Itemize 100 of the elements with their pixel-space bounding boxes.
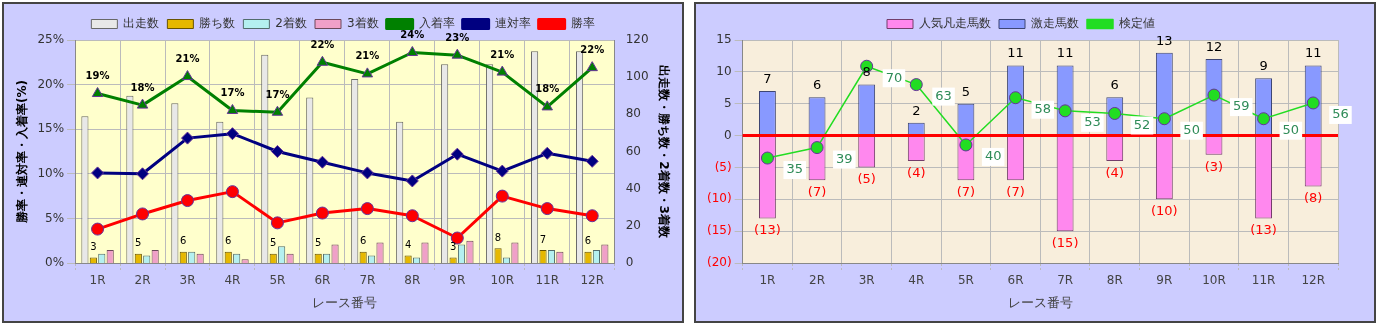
x-tick-label: 2R (809, 273, 826, 288)
y2-tick-label: 100 (625, 69, 649, 84)
x-tick-label: 9R (449, 273, 466, 288)
point (1306, 96, 1320, 110)
data-label: 7 (539, 233, 547, 245)
point (361, 67, 374, 78)
data-label: 11 (1056, 45, 1074, 61)
data-label: 6 (1110, 77, 1119, 93)
point (180, 131, 194, 145)
x-axis-title: レース番号 (1007, 294, 1073, 310)
point (91, 222, 105, 236)
x-tick-label: 5R (957, 273, 974, 288)
x-tick-label: 11R (535, 273, 560, 288)
y-tick-label: 10% (37, 165, 65, 180)
y2-tick-label: 60 (625, 143, 641, 158)
point (585, 154, 599, 168)
x-tick-label: 10R (1202, 273, 1226, 288)
data-label: 22% (310, 38, 335, 50)
data-label: 13 (1156, 32, 1173, 48)
x-tick-label: 6R (314, 273, 331, 288)
data-label: (4) (1105, 164, 1124, 180)
point (540, 202, 554, 216)
legend-label: 出走数 (123, 16, 160, 31)
data-label: 18% (535, 83, 560, 95)
data-label: (8) (1303, 190, 1323, 206)
legend-label: 人気凡走馬数 (919, 16, 991, 31)
legend-label: 入着率 (418, 16, 455, 31)
x-tick-label: 5R (269, 273, 286, 288)
data-label: (5) (857, 171, 876, 187)
y-axis-title: 勝率・連対率・入着率(%) (15, 80, 30, 224)
data-label: 35 (786, 161, 803, 177)
data-label: (4) (907, 164, 926, 180)
point (541, 100, 553, 111)
point (270, 145, 284, 158)
point (810, 141, 824, 155)
x-tick-label: 8R (1106, 273, 1123, 288)
data-label: 7 (763, 70, 772, 86)
data-label: 17% (265, 88, 290, 100)
data-label: 24% (400, 29, 425, 41)
legend-label: 連対率 (494, 16, 531, 31)
x-tick-label: 9R (1156, 273, 1173, 288)
point (586, 61, 598, 72)
point (360, 166, 374, 180)
data-label: 21% (355, 50, 380, 62)
data-label: (10) (1151, 203, 1178, 219)
y2-tick-label: 40 (625, 180, 641, 195)
y-tick-label: (5) (714, 159, 732, 174)
point (360, 202, 374, 216)
x-tick-label: 4R (908, 273, 925, 288)
x-tick-label: 7R (1057, 273, 1074, 288)
y2-tick-label: 80 (625, 106, 641, 121)
y-tick-label: 25% (37, 32, 65, 47)
y2-tick-label: 120 (625, 32, 649, 47)
x-tick-label: 3R (858, 273, 875, 288)
point (91, 87, 104, 98)
data-label: 19% (85, 70, 110, 82)
data-label: (3) (1204, 158, 1224, 174)
data-label: 11 (1007, 45, 1024, 61)
y-tick-label: (10) (706, 191, 732, 206)
data-label: 5 (315, 237, 322, 249)
y2-axis-title: 出走数・勝ち数・2着数・3着数 (656, 65, 671, 239)
x-tick-label: 12R (580, 273, 605, 288)
data-label: 5 (961, 83, 971, 99)
point (450, 147, 464, 161)
x-tick-label: 3R (179, 273, 196, 288)
data-label: 17% (220, 87, 245, 99)
point (495, 164, 509, 178)
legend-label: 勝率 (570, 16, 595, 31)
data-label: 22% (580, 44, 605, 56)
point (315, 206, 329, 220)
y-tick-label: (15) (706, 223, 732, 238)
data-label: 18% (130, 81, 155, 93)
y-tick-label: 0% (45, 255, 65, 270)
data-label: 50 (1183, 122, 1200, 138)
data-label: 39 (836, 150, 853, 166)
point (316, 55, 329, 66)
x-tick-label: 1R (89, 273, 106, 288)
point (1058, 104, 1072, 118)
point (451, 48, 463, 59)
data-label: 6 (180, 235, 187, 247)
x-tick-label: 12R (1301, 273, 1325, 288)
point (1207, 88, 1221, 102)
data-label: 9 (1259, 58, 1268, 74)
data-label: 5 (270, 237, 277, 249)
data-label: (13) (754, 222, 781, 238)
point (225, 185, 239, 199)
point (180, 194, 194, 208)
point (270, 216, 284, 230)
data-label: 40 (984, 148, 1002, 164)
point (405, 174, 419, 188)
y-tick-label: 5 (723, 95, 732, 110)
data-label: 70 (885, 69, 903, 85)
legend-label: 検定値 (1119, 16, 1155, 31)
point (136, 167, 150, 181)
data-label: 6 (812, 77, 822, 93)
point (136, 207, 150, 221)
x-axis-title: レース番号 (312, 294, 378, 310)
point (225, 127, 239, 141)
data-label: 23% (445, 31, 470, 43)
data-label: 21% (490, 48, 515, 60)
